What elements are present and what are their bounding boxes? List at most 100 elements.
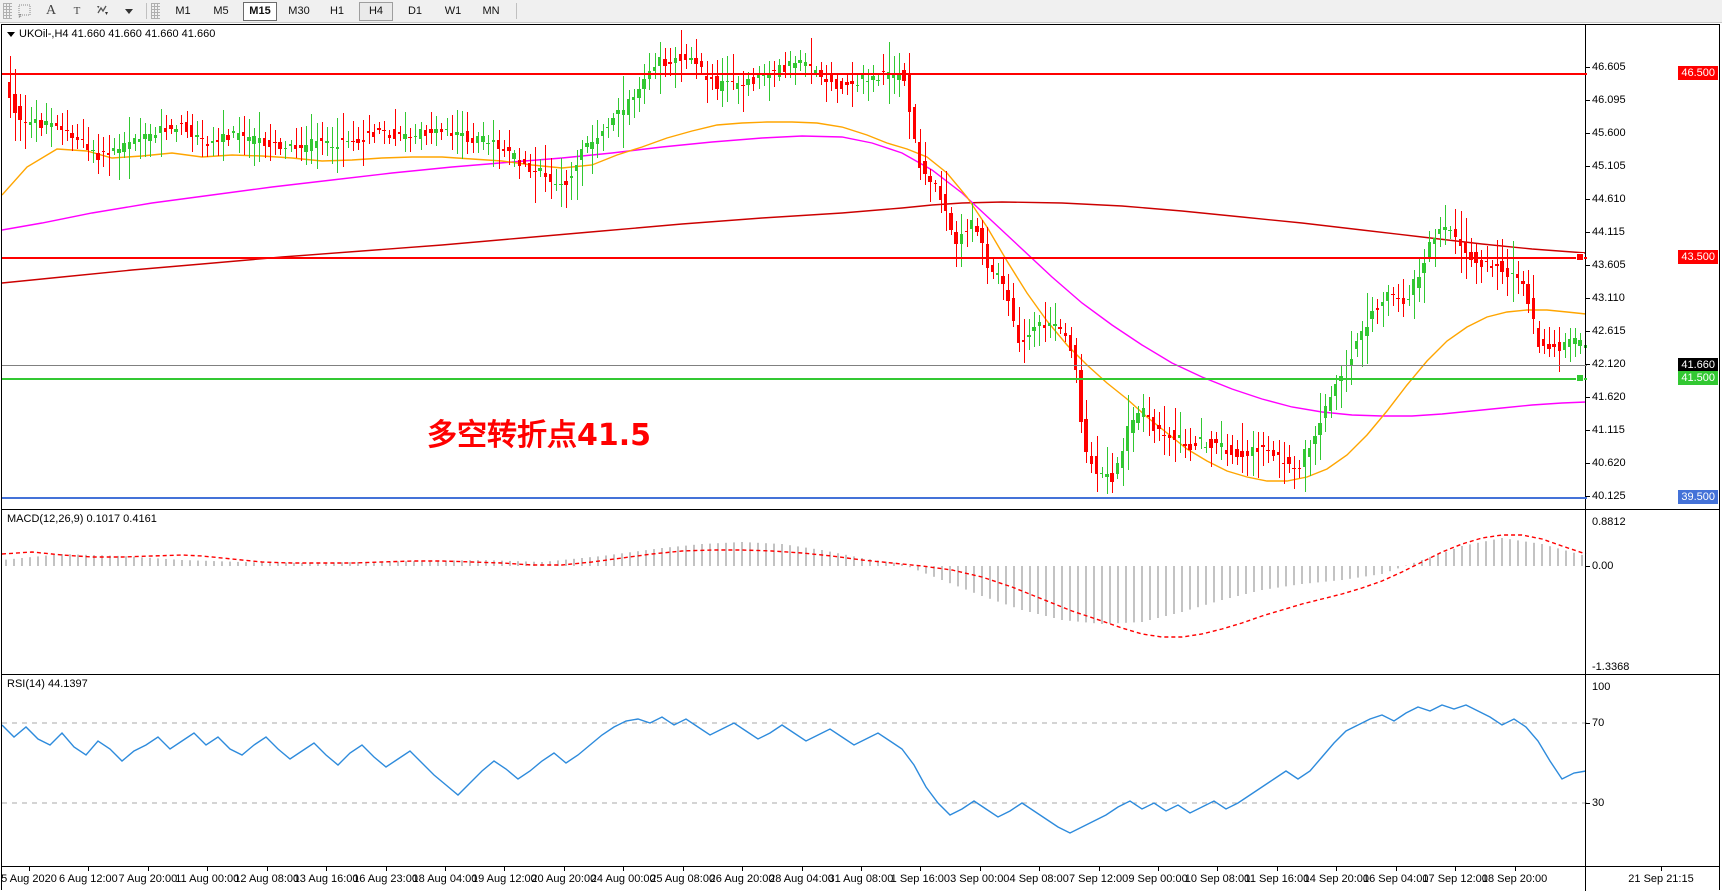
candle-body [1167, 435, 1171, 439]
chart-template-icon[interactable]: F [12, 1, 38, 21]
candle-body [517, 159, 521, 167]
candle-wick [358, 126, 360, 151]
candle-body [320, 138, 324, 141]
toolbar-grip[interactable] [3, 3, 12, 19]
candle-body [808, 63, 813, 66]
candle-body [559, 183, 563, 186]
timeframe-m1[interactable]: M1 [175, 5, 191, 17]
candle-body [814, 69, 818, 73]
candle-wick [633, 88, 635, 118]
price-axis[interactable]: 46.605 46.095 45.600 45.105 44.610 44.115 43.6… [1585, 25, 1719, 509]
candle-wick [659, 42, 661, 94]
candle-body [70, 132, 74, 139]
candle-body [1157, 424, 1161, 430]
macd-pane[interactable]: MACD(12,26,9) 0.1017 0.4161 0.8812 0.00 … [2, 509, 1719, 674]
macd-plot[interactable] [2, 510, 1587, 674]
candle-body [1427, 242, 1431, 258]
triangle-down-icon[interactable] [7, 31, 15, 37]
candle-body [455, 131, 459, 136]
timeframe-mn[interactable]: MN [482, 5, 500, 17]
candle-wick [1346, 349, 1348, 392]
candle-body [195, 135, 199, 137]
time-axis[interactable]: 5 Aug 2020 6 Aug 12:00 7 Aug 20:00 11 Aug 0… [1, 866, 1720, 892]
candle-body [860, 75, 865, 80]
candle-wick [1169, 427, 1171, 457]
price-tickmark-11 [1586, 430, 1590, 431]
price-tickmark-3 [1586, 166, 1590, 167]
candle-body [1443, 226, 1447, 230]
candle-body [351, 141, 355, 143]
timeframe-h1[interactable]: H1 [329, 5, 345, 17]
price-plot[interactable]: 多空转折点41.5 [2, 25, 1587, 509]
timeframe-m15[interactable]: M15 [243, 1, 277, 21]
candle-body [871, 75, 875, 80]
candle-body [1552, 344, 1556, 347]
candle-body [1479, 260, 1483, 268]
candle-body [54, 123, 59, 126]
macd-axis[interactable]: 0.8812 0.00 -1.3368 [1585, 510, 1719, 674]
timeframe-w1[interactable]: W1 [444, 5, 462, 17]
chart-annotation-text[interactable]: 多空转折点41.5 [427, 418, 652, 453]
timeframe-m30[interactable]: M30 [288, 5, 310, 17]
candle-body [1230, 444, 1234, 455]
candle-body [1547, 343, 1551, 349]
candle-wick [498, 129, 500, 169]
timeframe-grip[interactable] [151, 3, 160, 19]
macd-tick-2: -1.3368 [1592, 661, 1630, 673]
objects-icon[interactable] [90, 1, 116, 21]
candle-body [834, 79, 839, 90]
candle-body [1417, 276, 1421, 288]
candle-body [892, 72, 896, 78]
candle-wick [1351, 331, 1353, 386]
candle-body [1297, 467, 1301, 470]
candle-body [652, 66, 657, 71]
candle-body [164, 128, 168, 132]
candle-body [944, 193, 948, 212]
toolbar-separator-2 [516, 3, 517, 19]
macd-signal-line [2, 534, 1587, 638]
candle-body [933, 182, 937, 184]
candle-body [325, 140, 329, 143]
text-box-icon[interactable]: T [73, 5, 81, 17]
toolbar: F A T M1 M5 M15 M30 H1 H4 D1 W1 MN [0, 0, 1722, 23]
time-label-19: 9 Sep 00:00 [1128, 873, 1188, 885]
candle-body [65, 130, 69, 132]
candle-wick [451, 114, 453, 150]
symbol-title-bar[interactable]: UKOil-,H4 41.660 41.660 41.660 41.660 [7, 28, 215, 40]
candle-body [1084, 418, 1088, 452]
candle-body [507, 147, 511, 151]
candle-wick [212, 127, 214, 156]
price-tickmark-2 [1586, 133, 1590, 134]
candle-body [1022, 340, 1026, 343]
candle-wick [878, 73, 880, 86]
rsi-pane[interactable]: RSI(14) 44.1397 100 70 30 [2, 674, 1719, 891]
rsi-label: RSI(14) 44.1397 [7, 678, 88, 690]
candle-body [600, 131, 605, 137]
price-tickmark-7 [1586, 298, 1590, 299]
timeframe-m5[interactable]: M5 [213, 5, 229, 17]
candle-body [1536, 327, 1541, 347]
candle-body [710, 77, 714, 79]
text-label-icon[interactable]: A [45, 3, 57, 18]
candle-wick [446, 117, 448, 137]
time-tickmark-4 [266, 867, 268, 871]
time-label-3: 11 Aug 00:00 [175, 873, 240, 885]
chevron-down-icon[interactable] [116, 1, 142, 21]
time-tickmark-5 [326, 867, 328, 871]
candle-wick [826, 64, 828, 102]
candle-body [216, 140, 220, 142]
rsi-plot[interactable] [2, 675, 1587, 891]
rsi-axis[interactable]: 100 70 30 [1585, 675, 1719, 891]
time-label-5: 13 Aug 16:00 [293, 873, 359, 885]
candle-wick [930, 168, 932, 203]
candle-wick [1210, 430, 1212, 467]
candle-body [959, 234, 963, 244]
candle-body [288, 143, 293, 146]
candle-body [819, 70, 823, 78]
candle-body [112, 148, 116, 151]
candle-wick [690, 47, 692, 64]
timeframe-d1[interactable]: D1 [407, 5, 423, 17]
candle-body [736, 82, 740, 90]
price-pane[interactable]: UKOil-,H4 41.660 41.660 41.660 41.660 多空… [2, 25, 1719, 509]
timeframe-h4[interactable]: H4 [359, 1, 393, 21]
